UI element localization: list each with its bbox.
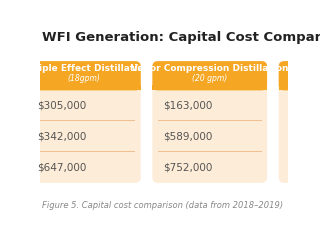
FancyBboxPatch shape [152,61,267,90]
Bar [279,85,302,90]
Bar [158,120,262,121]
Text: WFI Generation: Capital Cost Comparison: WFI Generation: Capital Cost Comparison [42,31,320,44]
FancyBboxPatch shape [26,61,141,90]
Text: $752,000: $752,000 [163,162,212,172]
Text: Figure 5. Capital cost comparison (data from 2018–2019): Figure 5. Capital cost comparison (data … [42,201,283,210]
Bar [152,85,267,90]
Bar [31,151,135,152]
Text: (18gpm): (18gpm) [67,74,100,83]
Bar [26,85,141,90]
FancyBboxPatch shape [279,61,302,90]
Text: $647,000: $647,000 [37,162,86,172]
FancyBboxPatch shape [279,61,302,183]
Text: $305,000: $305,000 [37,101,86,111]
Text: $163,000: $163,000 [163,101,212,111]
Text: Vapor Compression Distillation: Vapor Compression Distillation [131,64,288,73]
Bar [31,120,135,121]
Bar [158,151,262,152]
Text: Multiple Effect Distillation: Multiple Effect Distillation [16,64,150,73]
FancyBboxPatch shape [26,61,141,183]
Text: $589,000: $589,000 [163,132,212,142]
Text: $342,000: $342,000 [37,132,86,142]
Text: (20 gpm): (20 gpm) [192,74,227,83]
FancyBboxPatch shape [152,61,267,183]
